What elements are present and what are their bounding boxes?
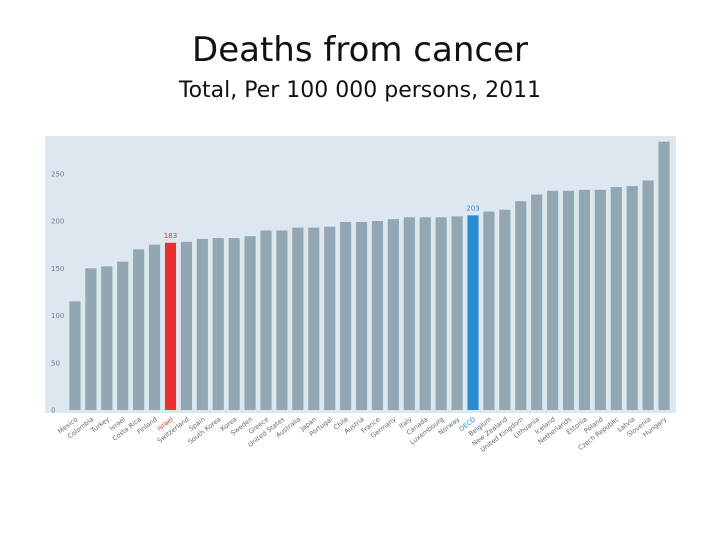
bar <box>148 244 161 410</box>
bar <box>355 221 368 410</box>
bar <box>419 217 431 410</box>
highlighted-bar <box>164 242 177 410</box>
bar <box>515 201 527 410</box>
bar <box>562 190 575 410</box>
chart-subtitle: Total, Per 100 000 persons, 2011 <box>178 78 542 103</box>
bar <box>292 227 304 410</box>
bar <box>212 238 224 410</box>
bar <box>435 217 447 410</box>
bar <box>547 190 559 410</box>
bar <box>610 187 622 410</box>
bar <box>340 221 352 410</box>
bar <box>387 219 399 410</box>
bar <box>403 217 415 410</box>
bar <box>451 216 463 410</box>
data-label: 183 <box>164 232 177 240</box>
y-tick-label: 0 <box>51 407 55 415</box>
bar <box>196 238 208 410</box>
bar <box>101 266 113 410</box>
bar <box>180 241 192 410</box>
bar <box>594 189 606 410</box>
y-tick-label: 150 <box>51 265 64 273</box>
y-tick-label: 250 <box>51 170 64 178</box>
bar <box>133 249 145 410</box>
y-tick-label: 50 <box>51 359 60 367</box>
bar <box>483 211 495 410</box>
bar <box>626 186 638 410</box>
y-tick-label: 100 <box>51 312 64 320</box>
bar <box>85 268 97 410</box>
highlighted-bar <box>467 215 479 410</box>
bar <box>499 209 511 410</box>
data-label: 203 <box>466 204 479 212</box>
bar <box>578 189 591 410</box>
bar <box>276 230 288 410</box>
bar <box>531 194 543 410</box>
bar <box>117 261 129 410</box>
bar <box>308 227 320 410</box>
chart-title: Deaths from cancer <box>192 30 528 70</box>
bar <box>260 230 272 410</box>
bar <box>228 238 240 410</box>
bar <box>658 141 670 411</box>
bar <box>324 226 336 410</box>
y-tick-label: 200 <box>51 218 64 226</box>
bar <box>69 301 81 410</box>
bar <box>642 180 654 410</box>
bar <box>244 236 256 410</box>
bar <box>371 221 384 410</box>
